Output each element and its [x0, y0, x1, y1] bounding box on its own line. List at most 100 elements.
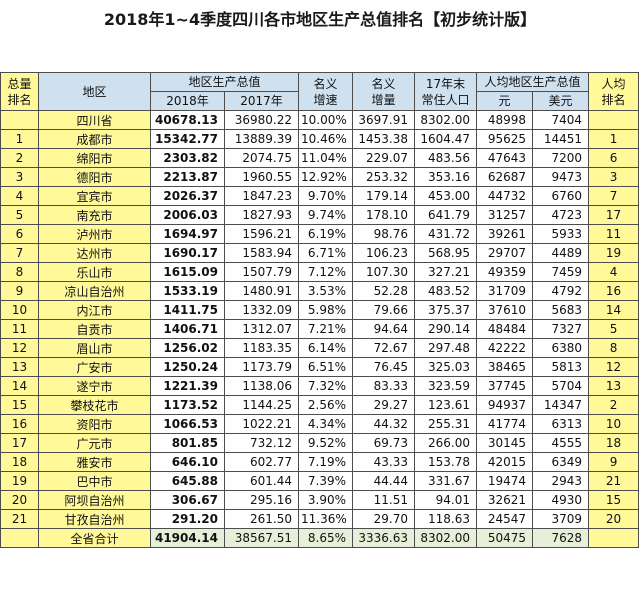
- cell-per-capita-yuan: 30145: [476, 433, 534, 453]
- cell-pc-rank: [588, 528, 640, 548]
- cell-per-capita-yuan: 62687: [476, 167, 534, 187]
- cell-per-capita-yuan: 24547: [476, 509, 534, 529]
- cell-region: 阿坝自治州: [38, 490, 151, 510]
- cell-gdp-2018: 1221.39: [150, 376, 225, 396]
- cell-increase: 98.76: [352, 224, 416, 244]
- table-row: 18 雅安市 646.10 602.77 7.19% 43.33 153.78 42015 63…: [0, 452, 640, 472]
- header-region: 地区: [38, 72, 151, 111]
- cell-rank: 18: [0, 452, 39, 472]
- header-rank-line1: 总量: [7, 76, 32, 91]
- cell-population: 568.95: [414, 243, 478, 263]
- cell-gdp-2017: 261.50: [223, 509, 300, 529]
- cell-pc-rank: 10: [588, 414, 640, 434]
- cell-growth: 7.21%: [298, 319, 354, 339]
- cell-rank: 14: [0, 376, 39, 396]
- table-row: 3 德阳市 2213.87 1960.55 12.92% 253.32 353.16 6268…: [0, 167, 640, 187]
- cell-rank: 5: [0, 205, 39, 225]
- cell-per-capita-yuan: 41774: [476, 414, 534, 434]
- cell-pc-rank: 11: [588, 224, 640, 244]
- cell-pc-rank: 12: [588, 357, 640, 377]
- cell-gdp-2018: 1173.52: [150, 395, 225, 415]
- cell-gdp-2018: 40678.13: [150, 110, 225, 130]
- cell-rank: 1: [0, 129, 39, 149]
- cell-region: 广安市: [38, 357, 151, 377]
- cell-population: 331.67: [414, 471, 478, 491]
- cell-pc-rank: 15: [588, 490, 640, 510]
- cell-rank: 3: [0, 167, 39, 187]
- cell-pc-rank: 20: [588, 509, 640, 529]
- cell-per-capita-yuan: 44732: [476, 186, 534, 206]
- cell-rank: 20: [0, 490, 39, 510]
- cell-growth: 12.92%: [298, 167, 354, 187]
- cell-population: 8302.00: [414, 528, 478, 548]
- cell-region: 凉山自治州: [38, 281, 151, 301]
- cell-per-capita-yuan: 95625: [476, 129, 534, 149]
- cell-growth: 2.56%: [298, 395, 354, 415]
- table-row: 四川省 40678.13 36980.22 10.00% 3697.91 8302.00 4…: [0, 110, 640, 130]
- cell-region: 广元市: [38, 433, 151, 453]
- cell-growth: 6.51%: [298, 357, 354, 377]
- cell-gdp-2018: 2303.82: [150, 148, 225, 168]
- header-pop-line1: 17年末: [425, 76, 466, 91]
- cell-gdp-2018: 1250.24: [150, 357, 225, 377]
- cell-region: 内江市: [38, 300, 151, 320]
- table-row: 15 攀枝花市 1173.52 1144.25 2.56% 29.27 123.61 9493…: [0, 395, 640, 415]
- cell-pc-rank: 2: [588, 395, 640, 415]
- cell-per-capita-usd: 4489: [532, 243, 590, 263]
- cell-population: 483.52: [414, 281, 478, 301]
- cell-population: 641.79: [414, 205, 478, 225]
- cell-rank: [0, 528, 39, 548]
- cell-rank: 7: [0, 243, 39, 263]
- cell-rank: 15: [0, 395, 39, 415]
- cell-population: 118.63: [414, 509, 478, 529]
- cell-growth: 11.36%: [298, 509, 354, 529]
- cell-region: 雅安市: [38, 452, 151, 472]
- cell-gdp-2018: 1533.19: [150, 281, 225, 301]
- cell-gdp-2018: 1690.17: [150, 243, 225, 263]
- cell-gdp-2017: 2074.75: [223, 148, 300, 168]
- cell-pc-rank: 5: [588, 319, 640, 339]
- cell-increase: 29.70: [352, 509, 416, 529]
- table-row: 9 凉山自治州 1533.19 1480.91 3.53% 52.28 483.52 3170…: [0, 281, 640, 301]
- cell-population: 94.01: [414, 490, 478, 510]
- cell-gdp-2017: 1596.21: [223, 224, 300, 244]
- cell-rank: [0, 110, 39, 130]
- table-row: 1 成都市 15342.77 13889.39 10.46% 1453.38 1604.47…: [0, 129, 640, 149]
- cell-population: 375.37: [414, 300, 478, 320]
- cell-gdp-2017: 1332.09: [223, 300, 300, 320]
- cell-gdp-2018: 291.20: [150, 509, 225, 529]
- cell-rank: 6: [0, 224, 39, 244]
- cell-per-capita-usd: 5813: [532, 357, 590, 377]
- cell-per-capita-yuan: 50475: [476, 528, 534, 548]
- cell-per-capita-usd: 6760: [532, 186, 590, 206]
- cell-per-capita-yuan: 48484: [476, 319, 534, 339]
- cell-rank: 9: [0, 281, 39, 301]
- cell-per-capita-yuan: 48998: [476, 110, 534, 130]
- table-row: 17 广元市 801.85 732.12 9.52% 69.73 266.00 30145 45…: [0, 433, 640, 453]
- cell-growth: 3.90%: [298, 490, 354, 510]
- cell-gdp-2017: 601.44: [223, 471, 300, 491]
- cell-per-capita-usd: 5683: [532, 300, 590, 320]
- cell-gdp-2017: 38567.51: [223, 528, 300, 548]
- cell-per-capita-usd: 14451: [532, 129, 590, 149]
- cell-region: 四川省: [38, 110, 151, 130]
- cell-gdp-2017: 732.12: [223, 433, 300, 453]
- table-row: 5 南充市 2006.03 1827.93 9.74% 178.10 641.79 31257…: [0, 205, 640, 225]
- total-row: 全省合计 41904.14 38567.51 8.65% 3336.63 8302.00 5…: [0, 528, 640, 548]
- cell-growth: 5.98%: [298, 300, 354, 320]
- cell-pc-rank: 8: [588, 338, 640, 358]
- cell-per-capita-yuan: 49359: [476, 262, 534, 282]
- cell-growth: 7.32%: [298, 376, 354, 396]
- cell-rank: 13: [0, 357, 39, 377]
- header-pc-rank-line1: 人均: [601, 76, 626, 91]
- cell-gdp-2018: 1066.53: [150, 414, 225, 434]
- cell-pc-rank: 6: [588, 148, 640, 168]
- cell-region: 泸州市: [38, 224, 151, 244]
- cell-gdp-2018: 1615.09: [150, 262, 225, 282]
- cell-pc-rank: 1: [588, 129, 640, 149]
- cell-pc-rank: 21: [588, 471, 640, 491]
- cell-gdp-2017: 1480.91: [223, 281, 300, 301]
- cell-per-capita-yuan: 39261: [476, 224, 534, 244]
- cell-increase: 106.23: [352, 243, 416, 263]
- cell-increase: 1453.38: [352, 129, 416, 149]
